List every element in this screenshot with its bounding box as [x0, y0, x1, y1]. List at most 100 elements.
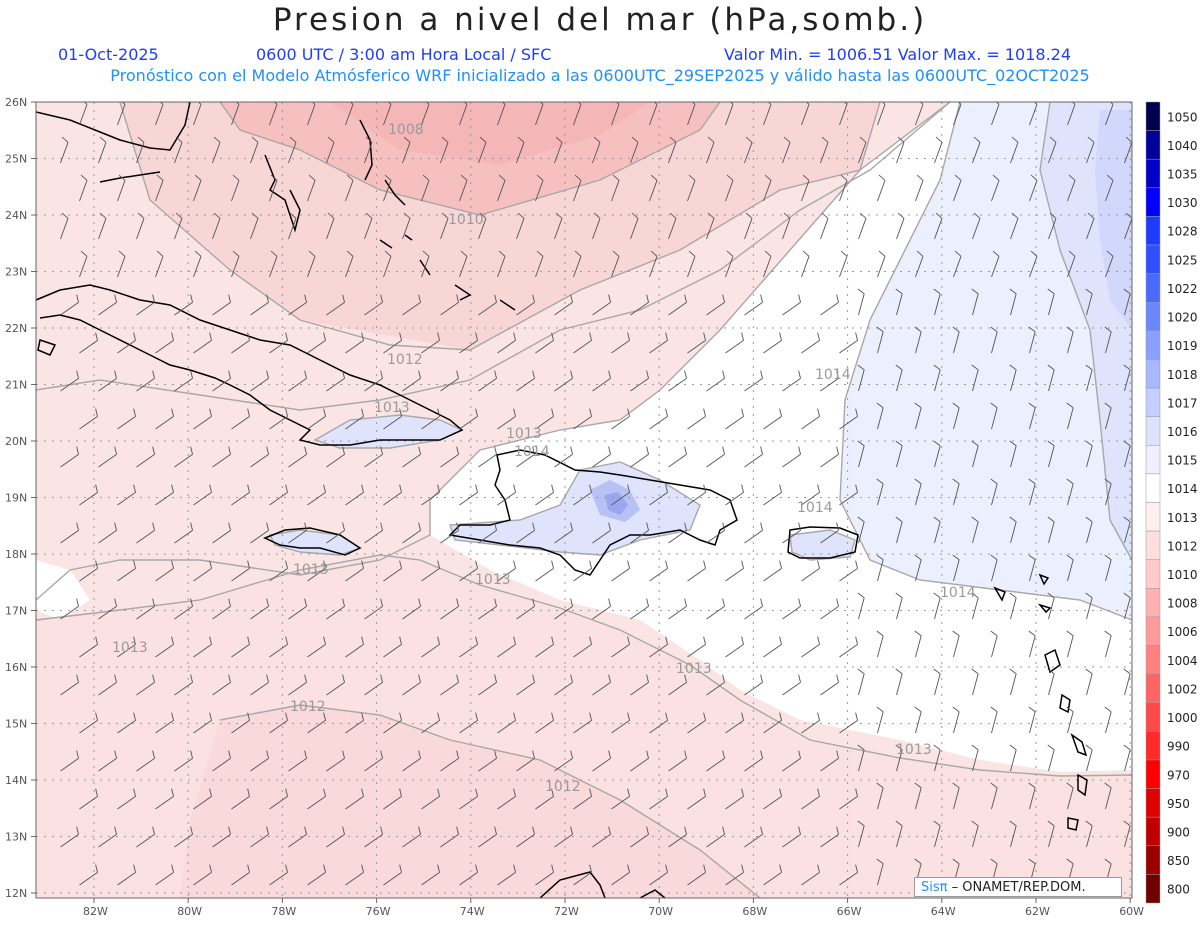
wind-barb-feather — [551, 408, 554, 417]
wind-barb — [991, 635, 998, 658]
wind-barb-feather — [665, 788, 668, 797]
wind-barb — [307, 872, 326, 886]
wind-barb-feather — [152, 598, 155, 607]
wind-barb-feather — [767, 102, 772, 105]
wind-barb-feather — [857, 820, 865, 827]
wind-barb — [326, 142, 335, 164]
colorbar-label: 800 — [1167, 883, 1190, 897]
wind-barb — [250, 454, 269, 468]
wind-barb — [155, 180, 164, 202]
isobar-1012 — [36, 102, 951, 411]
wind-barb — [345, 568, 364, 582]
wind-barb-feather — [916, 174, 924, 181]
wind-barb — [706, 454, 725, 468]
wind-barb — [744, 142, 753, 164]
wind-barb — [934, 369, 941, 392]
wind-barb — [706, 142, 715, 164]
wind-barb — [1048, 521, 1055, 544]
wind-barb-feather — [779, 864, 782, 873]
wind-barb — [307, 796, 326, 810]
wind-barb-feather — [137, 136, 145, 143]
wind-barb-feather — [539, 102, 544, 105]
wind-barb-feather — [876, 478, 884, 485]
wind-barb — [630, 834, 649, 848]
wind-barb — [782, 530, 801, 544]
wind-barb-feather — [209, 712, 212, 721]
wind-barb-feather — [95, 484, 98, 493]
wind-barb-feather — [952, 478, 960, 485]
credit-box: Sisπ – ONAMET/REP.DOM. — [914, 877, 1122, 897]
wind-barb-feather — [342, 750, 345, 759]
wind-barb-feather — [914, 554, 922, 561]
wind-barb — [193, 256, 202, 278]
wind-barb — [972, 445, 979, 468]
wind-barb-feather — [653, 102, 658, 105]
isobar-label: 1012 — [387, 352, 423, 368]
lon-label: 76W — [366, 905, 391, 918]
wind-barb — [611, 104, 620, 126]
wind-barb-feather — [76, 750, 79, 759]
wind-barb-feather — [323, 788, 326, 797]
wind-barb — [611, 568, 630, 582]
wind-barb-feather — [114, 446, 117, 455]
wind-barb-feather — [836, 370, 839, 379]
wind-barb — [1105, 483, 1112, 506]
wind-barb-feather — [703, 484, 706, 493]
wind-barb — [725, 872, 744, 886]
field-1010 — [120, 102, 880, 350]
wind-barb-feather — [76, 294, 79, 303]
lat-label: 19N — [5, 492, 27, 505]
wind-barb-feather — [760, 370, 763, 379]
wind-barb-feather — [171, 636, 174, 645]
wind-barb-feather — [764, 250, 772, 257]
wind-barb — [516, 530, 535, 544]
wind-barb-feather — [494, 294, 497, 303]
wind-barb-feather — [669, 212, 677, 219]
wind-barb — [839, 720, 858, 734]
wind-barb — [896, 293, 903, 316]
wind-barb — [725, 644, 744, 658]
wind-barb-feather — [475, 560, 478, 569]
colorbar-swatch — [1145, 330, 1161, 360]
wind-barb — [649, 644, 668, 658]
wind-barb — [516, 218, 525, 240]
wind-barb — [1010, 825, 1017, 848]
wind-barb — [440, 454, 459, 468]
wind-barb-feather — [707, 212, 715, 219]
wind-barb-feather — [1047, 288, 1055, 295]
wind-barb-feather — [342, 674, 345, 683]
wind-barb — [744, 606, 763, 620]
wind-barb — [288, 758, 307, 772]
wind-barb — [1048, 673, 1055, 696]
wind-barb — [801, 340, 820, 354]
colorbar-label: 1008 — [1167, 597, 1198, 611]
wind-barb-feather — [190, 370, 193, 379]
wind-barb — [1010, 597, 1017, 620]
wind-barb — [687, 796, 706, 810]
wind-barb-feather — [684, 598, 687, 607]
wind-barb-feather — [914, 402, 922, 409]
wind-barb-feather — [95, 560, 98, 569]
wind-barb-feather — [194, 250, 202, 257]
wind-barb — [592, 142, 601, 164]
wind-barb — [79, 256, 88, 278]
wind-barb-feather — [1104, 782, 1112, 789]
wind-barb-feather — [1085, 820, 1093, 827]
coast-venezuela — [539, 871, 606, 898]
wind-barb-feather — [971, 364, 979, 371]
wind-barb-feather — [878, 250, 886, 257]
wind-barb — [630, 378, 649, 392]
wind-barb — [801, 644, 820, 658]
colorbar-swatch — [1145, 502, 1161, 532]
wind-barb-feather — [703, 332, 706, 341]
wind-barb-feather — [1123, 820, 1131, 827]
wind-barb-feather — [479, 136, 487, 143]
wind-barb-feather — [876, 706, 884, 713]
wind-barb — [535, 416, 554, 430]
wind-barb — [611, 180, 620, 202]
wind-barb-feather — [349, 102, 354, 105]
wind-barb-feather — [270, 174, 278, 181]
wind-barb-feather — [992, 174, 1000, 181]
wind-barb — [744, 758, 763, 772]
wind-barb-feather — [1028, 706, 1036, 713]
